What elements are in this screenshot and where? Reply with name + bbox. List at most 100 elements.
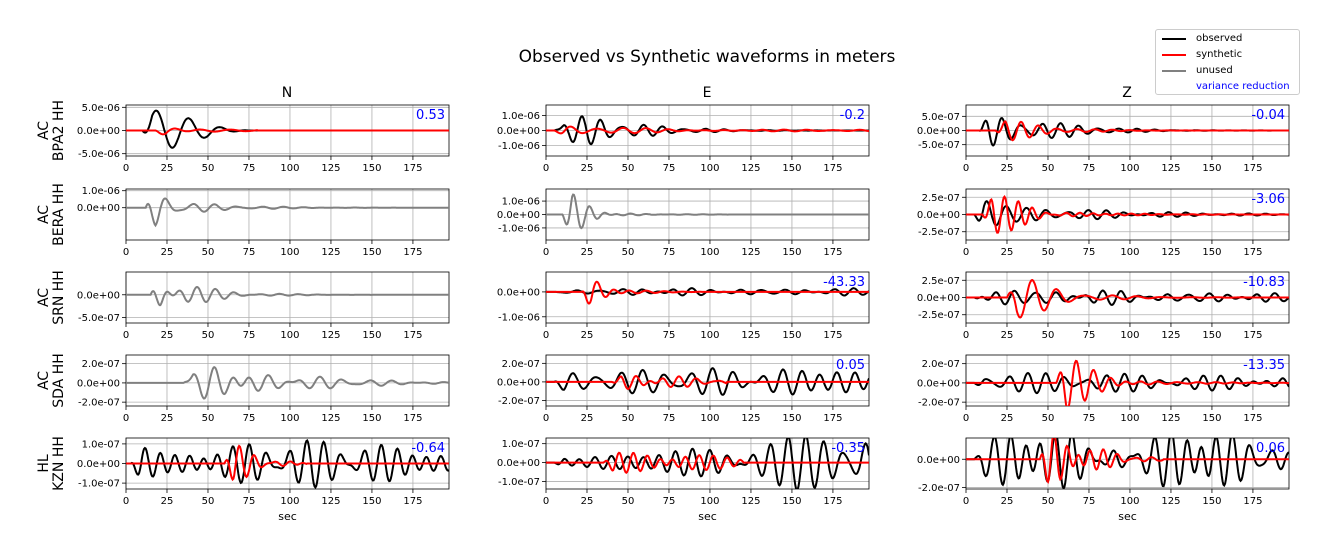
x-tick-label: 175 [403, 163, 422, 174]
row-label-net: AC [36, 121, 52, 140]
legend: observed synthetic unused variance reduc… [1155, 29, 1300, 95]
x-tick-label: 0 [543, 496, 549, 507]
observed-trace [966, 438, 1289, 489]
x-tick-label: 175 [823, 247, 842, 258]
variance-reduction-label: -0.2 [840, 108, 865, 123]
x-tick-label: 75 [243, 496, 256, 507]
x-tick-label: 0 [543, 247, 549, 258]
x-tick-label: 25 [581, 247, 594, 258]
x-tick-label: 0 [963, 163, 969, 174]
x-tick-label: 75 [663, 330, 676, 341]
x-tick-label: 100 [1120, 413, 1139, 424]
panel-kzn-e: 0 25 50 75 100 125 150 175 1.0e-07 0.0e+00 -1.0e-0… [497, 437, 870, 523]
x-tick-label: 50 [622, 247, 635, 258]
y-tick-label: 0.0e+00 [77, 203, 120, 214]
x-tick-label: 100 [700, 247, 719, 258]
row-label-net: AC [36, 371, 52, 390]
y-tick-label: -1.0e-07 [78, 479, 120, 490]
legend-label-synthetic: synthetic [1196, 49, 1243, 60]
y-tick-label: -1.0e-06 [498, 312, 540, 323]
x-tick-label: 175 [403, 330, 422, 341]
x-tick-label: 150 [362, 496, 381, 507]
y-tick-label: 0.0e+00 [917, 126, 960, 137]
observed-trace [126, 439, 449, 489]
y-tick-label: 5.0e-06 [82, 103, 120, 114]
variance-reduction-label: -43.33 [823, 275, 865, 290]
row-label-net: AC [36, 205, 52, 224]
variance-reduction-label: -0.04 [1251, 108, 1285, 123]
unused-trace [126, 197, 449, 228]
axes-frame [125, 188, 450, 241]
unused-trace [126, 285, 449, 307]
panel-srn-z: 0 25 50 75 100 125 150 175 2.5e-07 0.0e+00 -2.5e-0… [917, 271, 1290, 341]
x-tick-label: 150 [782, 330, 801, 341]
x-tick-label: 175 [403, 413, 422, 424]
x-tick-label: 150 [1202, 163, 1221, 174]
x-tick-label: 125 [321, 163, 340, 174]
x-tick-label: 125 [741, 330, 760, 341]
x-tick-label: 50 [622, 163, 635, 174]
panel-srn-n: 0 25 50 75 100 125 150 175 0.0e+00 -5.0e-07 [77, 271, 450, 341]
x-tick-label: 0 [963, 413, 969, 424]
x-tick-label: 75 [663, 413, 676, 424]
unused-trace [546, 193, 869, 230]
legend-swatch-unused [1162, 70, 1186, 72]
row-label-station: SDA HH [51, 353, 67, 408]
x-axis-label: sec [278, 510, 297, 523]
x-tick-label: 175 [823, 413, 842, 424]
variance-reduction-label: -10.83 [1243, 275, 1285, 290]
row-label-net: AC [36, 288, 52, 307]
synthetic-trace [546, 280, 869, 305]
y-tick-label: 0.0e+00 [497, 458, 540, 469]
y-tick-label: -5.0e-07 [78, 313, 120, 324]
x-tick-label: 125 [1161, 496, 1180, 507]
synthetic-trace [966, 438, 1289, 484]
x-tick-label: 75 [1083, 413, 1096, 424]
axes-frame [545, 271, 870, 324]
panel-srn-e: 0 25 50 75 100 125 150 175 0.0e+00 -1.0e-06 -43.33 [497, 271, 870, 341]
x-tick-label: 175 [1243, 247, 1262, 258]
x-tick-label: 125 [321, 330, 340, 341]
legend-label-variance: variance reduction [1196, 81, 1290, 92]
x-tick-label: 50 [622, 496, 635, 507]
x-tick-label: 150 [1202, 330, 1221, 341]
x-tick-label: 50 [622, 330, 635, 341]
x-tick-label: 175 [1243, 496, 1262, 507]
x-tick-label: 150 [782, 247, 801, 258]
synthetic-trace [126, 127, 449, 136]
x-tick-label: 75 [663, 496, 676, 507]
panel-bpa2-z: 0 25 50 75 100 125 150 175 5.0e-07 0.0e+00 -5.0e-0… [917, 104, 1290, 174]
panel-sda-z: 0 25 50 75 100 125 150 175 2.0e-07 0.0e+00 -2.0e-0… [917, 354, 1290, 424]
column-title-e: E [703, 85, 712, 101]
x-tick-label: 0 [963, 496, 969, 507]
observed-trace [966, 117, 1289, 147]
x-tick-label: 50 [202, 413, 215, 424]
x-tick-label: 100 [1120, 247, 1139, 258]
x-tick-label: 50 [1042, 330, 1055, 341]
x-tick-label: 50 [202, 330, 215, 341]
x-tick-label: 125 [741, 247, 760, 258]
panel-kzn-n: 0 25 50 75 100 125 150 175 1.0e-07 0.0e+00 -1.0e-0… [77, 437, 450, 523]
x-tick-label: 25 [161, 247, 174, 258]
x-tick-label: 125 [321, 496, 340, 507]
synthetic-trace [966, 279, 1289, 319]
x-tick-label: 100 [280, 247, 299, 258]
x-tick-label: 150 [362, 247, 381, 258]
y-tick-label: 2.0e-07 [502, 359, 540, 370]
x-tick-label: 0 [963, 330, 969, 341]
x-tick-label: 125 [1161, 413, 1180, 424]
x-tick-label: 50 [622, 413, 635, 424]
synthetic-trace [546, 374, 869, 391]
x-tick-label: 100 [1120, 496, 1139, 507]
y-tick-label: -2.0e-07 [78, 398, 120, 409]
y-tick-label: 0.0e+00 [497, 287, 540, 298]
y-tick-label: 0.0e+00 [917, 210, 960, 221]
x-axis-label: sec [698, 510, 717, 523]
x-tick-label: 50 [1042, 163, 1055, 174]
x-tick-label: 25 [161, 413, 174, 424]
x-tick-label: 0 [543, 330, 549, 341]
panel-bera-z: 0 25 50 75 100 125 150 175 2.5e-07 0.0e+00 -2.5e-0… [917, 188, 1290, 258]
x-tick-label: 25 [161, 163, 174, 174]
x-tick-label: 100 [700, 496, 719, 507]
x-tick-label: 0 [963, 247, 969, 258]
